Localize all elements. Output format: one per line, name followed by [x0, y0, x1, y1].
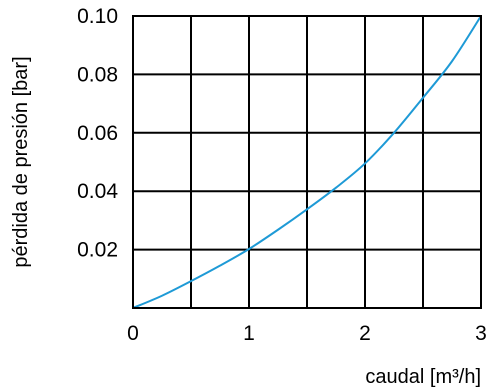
y-tick-labels: 0.02 0.04 0.06 0.08 0.10 — [77, 5, 118, 262]
plot-frame — [132, 15, 482, 309]
series-layer — [132, 15, 482, 309]
grid — [133, 16, 481, 308]
y-tick-label: 0.06 — [77, 122, 118, 145]
series-line — [132, 15, 482, 309]
y-tick-label: 0.10 — [77, 5, 118, 28]
x-tick-label: 2 — [359, 322, 371, 345]
y-tick-label: 0.02 — [77, 239, 118, 262]
y-axis-label: pérdida de presión [bar] — [10, 56, 32, 267]
x-tick-labels: 0 1 2 3 — [127, 322, 487, 345]
x-tick-label: 0 — [127, 322, 139, 345]
x-axis-label: caudal [m³/h] — [365, 366, 481, 388]
y-tick-label: 0.04 — [77, 180, 118, 203]
x-tick-label: 1 — [243, 322, 255, 345]
y-tick-label: 0.08 — [77, 63, 118, 86]
x-tick-label: 3 — [475, 322, 487, 345]
